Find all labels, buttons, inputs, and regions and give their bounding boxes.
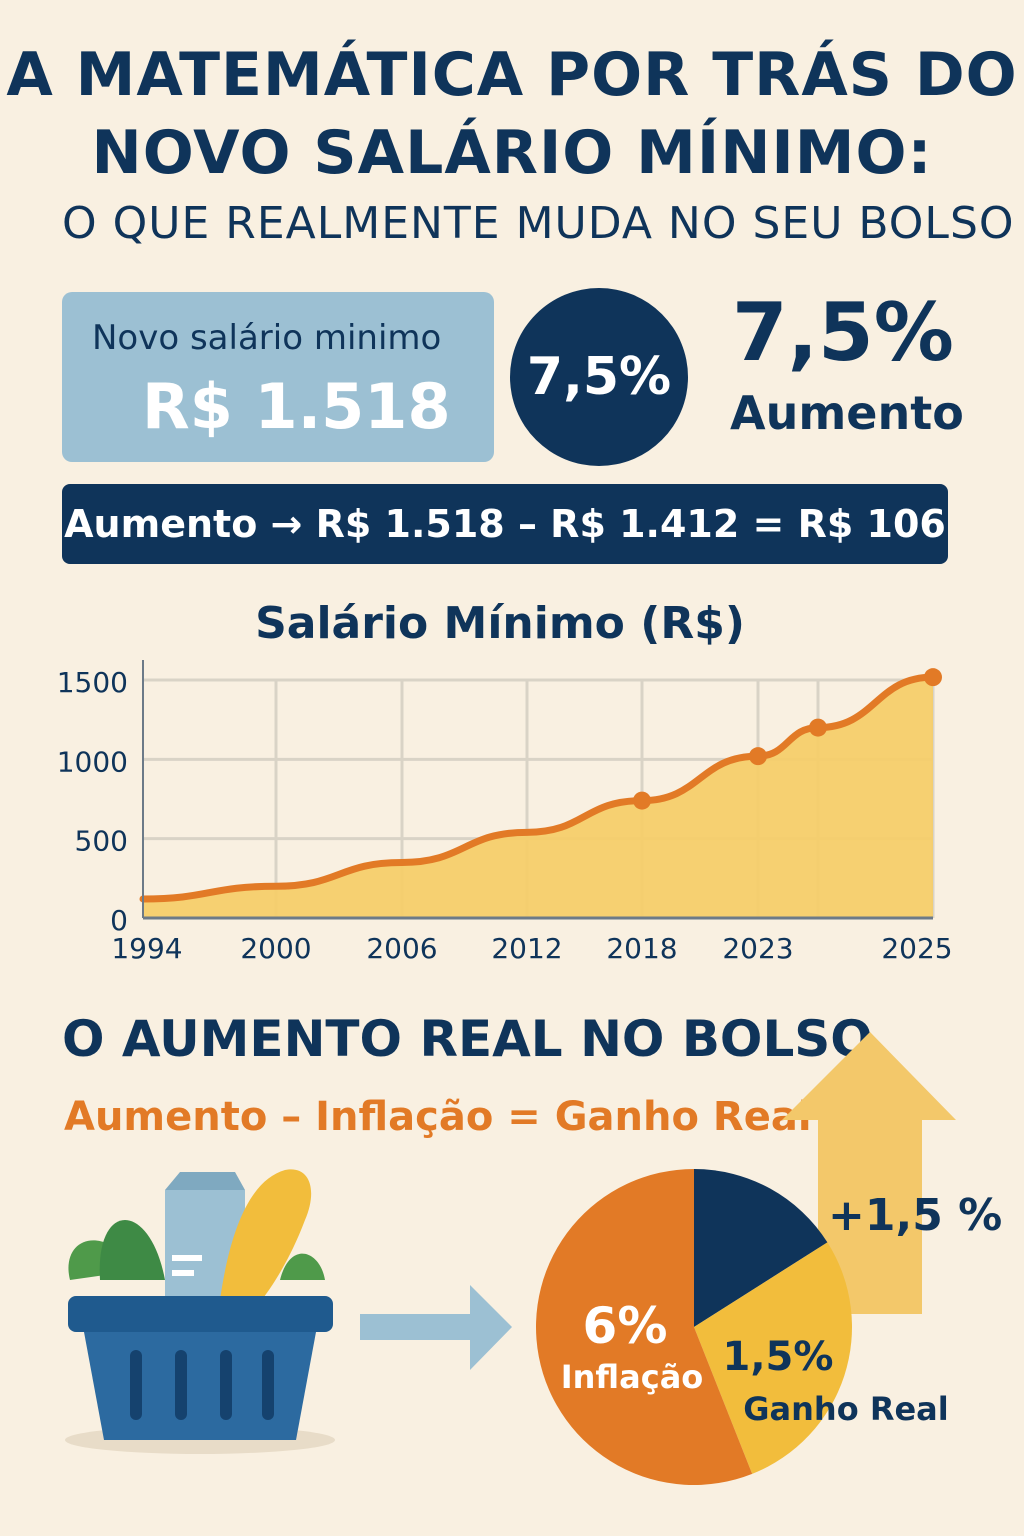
- x-tick-label: 2012: [491, 932, 562, 965]
- y-tick-label: 1500: [57, 666, 128, 699]
- pie-slice: [536, 1169, 753, 1485]
- grocery-basket-icon: [65, 1169, 335, 1454]
- percent-circle: 7,5%: [510, 288, 688, 466]
- pie-slice: [694, 1169, 828, 1327]
- area-fill: [143, 677, 933, 918]
- data-point: [749, 747, 767, 766]
- x-tick-label: 2025: [881, 932, 952, 965]
- pie-label-inflation: Inflação: [561, 1358, 704, 1396]
- section-title: O AUMENTO REAL NO BOLSO: [62, 1010, 873, 1068]
- pie-label-inflation-value: 6%: [583, 1297, 668, 1355]
- chart-title: Salário Mínimo (R$): [255, 598, 745, 649]
- data-point: [924, 668, 942, 687]
- x-tick-label: 2018: [606, 932, 677, 965]
- x-tick-label: 1994: [111, 932, 182, 965]
- pie-label-real: Ganho Real: [743, 1390, 948, 1428]
- y-tick-label: 1000: [57, 745, 128, 778]
- subtitle: O QUE REALMENTE MUDA NO SEU BOLSO: [62, 198, 1015, 249]
- equation: Aumento – Inflação = Ganho Real: [64, 1094, 812, 1140]
- y-tick-label: 500: [75, 825, 128, 858]
- big-percent-label: Aumento: [730, 386, 964, 440]
- title-line-1: A MATEMÁTICA POR TRÁS DO: [6, 40, 1018, 110]
- x-tick-label: 2023: [722, 932, 793, 965]
- data-point: [633, 791, 651, 810]
- formula-banner: Aumento → R$ 1.518 – R$ 1.412 = R$ 106: [62, 484, 948, 564]
- wage-chart: 0 500 1000 1500 1994 2000 2006 2012 2018 2023 2025: [57, 660, 953, 965]
- y-tick-label: 0: [110, 904, 128, 937]
- big-percent: 7,5%: [732, 286, 954, 379]
- data-point: [809, 718, 827, 737]
- x-tick-label: 2000: [240, 932, 311, 965]
- x-tick-label: 2006: [366, 932, 437, 965]
- new-wage-card: Novo salário minimo R$ 1.518: [62, 292, 494, 462]
- right-arrow-icon: [360, 1285, 512, 1370]
- bottom-illustration: +1,5 % 6% Inflação 1,5% Ganho Real: [65, 1032, 1002, 1485]
- pie-label-real-value: 1,5%: [723, 1334, 834, 1380]
- inflation-pie-chart: [536, 1169, 852, 1485]
- new-wage-value: R$ 1.518: [142, 370, 451, 443]
- pie-slice: [694, 1242, 852, 1474]
- title-line-2: NOVO SALÁRIO MÍNIMO:: [91, 118, 933, 188]
- arrow-label: +1,5 %: [828, 1190, 1002, 1241]
- new-wage-label: Novo salário minimo: [92, 318, 442, 358]
